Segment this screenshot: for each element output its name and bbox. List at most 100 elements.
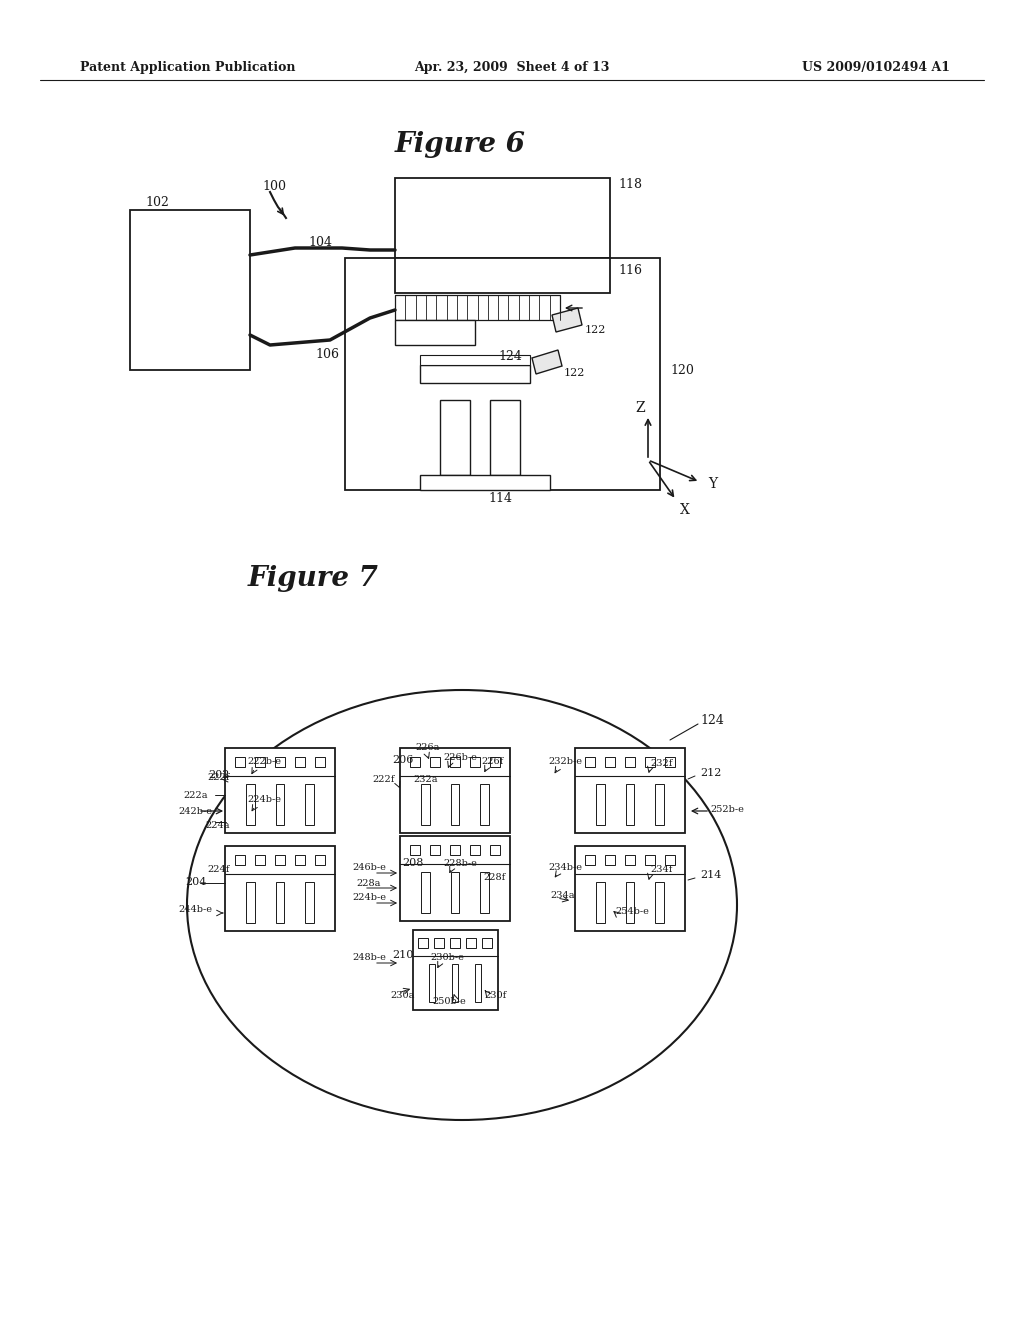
Bar xyxy=(645,756,655,767)
Text: 104: 104 xyxy=(308,235,332,248)
Text: 114: 114 xyxy=(488,491,512,504)
Bar xyxy=(625,756,635,767)
Bar xyxy=(225,747,335,833)
Bar xyxy=(275,756,285,767)
Text: 232b-e: 232b-e xyxy=(548,758,582,767)
Bar xyxy=(295,854,305,865)
Bar xyxy=(419,939,428,948)
Bar xyxy=(450,845,460,854)
Bar xyxy=(130,210,250,370)
Text: 222a: 222a xyxy=(183,791,208,800)
Bar xyxy=(585,854,595,865)
Text: Apr. 23, 2009  Sheet 4 of 13: Apr. 23, 2009 Sheet 4 of 13 xyxy=(415,62,609,74)
Text: 122: 122 xyxy=(564,368,586,378)
Text: 252b-e: 252b-e xyxy=(710,805,743,814)
Bar xyxy=(474,964,481,1002)
Text: 210: 210 xyxy=(392,950,414,960)
Text: 248b-e: 248b-e xyxy=(352,953,386,962)
Bar xyxy=(420,355,530,366)
Bar xyxy=(429,964,435,1002)
Bar xyxy=(395,257,610,293)
Text: 228a: 228a xyxy=(356,879,380,888)
Bar xyxy=(596,882,605,923)
Text: 102: 102 xyxy=(145,195,169,209)
Text: X: X xyxy=(680,503,690,517)
Text: 230a: 230a xyxy=(390,990,415,999)
Text: 222b-e: 222b-e xyxy=(247,758,281,767)
Text: 234f: 234f xyxy=(650,866,673,874)
Bar xyxy=(305,784,314,825)
Bar xyxy=(490,756,500,767)
Text: 232f: 232f xyxy=(650,759,673,767)
Bar xyxy=(420,475,550,490)
Text: 202: 202 xyxy=(208,770,229,780)
Bar xyxy=(400,836,510,920)
Bar xyxy=(395,294,560,319)
Bar xyxy=(234,854,245,865)
Text: 232a: 232a xyxy=(413,775,437,784)
Bar xyxy=(575,846,685,931)
Bar xyxy=(665,854,675,865)
Text: 206: 206 xyxy=(392,755,414,766)
Text: 224b-e: 224b-e xyxy=(352,894,386,903)
Bar xyxy=(605,756,615,767)
Text: Patent Application Publication: Patent Application Publication xyxy=(80,62,296,74)
Text: 116: 116 xyxy=(618,264,642,276)
Bar xyxy=(596,784,605,825)
Text: 122: 122 xyxy=(585,325,606,335)
Bar xyxy=(480,784,489,825)
Bar xyxy=(395,319,475,345)
Bar xyxy=(626,784,635,825)
Bar xyxy=(466,939,476,948)
Bar xyxy=(410,845,420,854)
Text: 226a: 226a xyxy=(415,742,439,751)
Text: Figure 7: Figure 7 xyxy=(248,565,379,591)
Text: 124: 124 xyxy=(498,351,522,363)
Text: 226f: 226f xyxy=(481,758,503,767)
Text: 214: 214 xyxy=(700,870,721,880)
Bar xyxy=(345,257,660,490)
Bar xyxy=(645,854,655,865)
Text: 222f: 222f xyxy=(373,776,395,784)
Ellipse shape xyxy=(187,690,737,1119)
Bar xyxy=(585,756,595,767)
Bar xyxy=(490,845,500,854)
Text: 222f: 222f xyxy=(208,774,230,783)
Bar xyxy=(450,939,460,948)
Bar xyxy=(275,882,285,923)
Bar xyxy=(470,756,480,767)
Bar xyxy=(315,756,325,767)
Bar xyxy=(452,964,459,1002)
Text: 224a: 224a xyxy=(206,821,230,829)
Text: 246b-e: 246b-e xyxy=(352,863,386,873)
Bar xyxy=(665,756,675,767)
Bar xyxy=(575,747,685,833)
Bar xyxy=(655,784,665,825)
Bar xyxy=(490,400,520,475)
Bar xyxy=(480,871,489,912)
Bar xyxy=(255,756,265,767)
Text: Figure 6: Figure 6 xyxy=(394,132,525,158)
Text: 204: 204 xyxy=(185,876,207,887)
Text: 254b-e: 254b-e xyxy=(615,908,649,916)
Text: 242b-e: 242b-e xyxy=(178,807,212,816)
Text: 244b-e: 244b-e xyxy=(178,906,212,915)
Text: 212: 212 xyxy=(700,768,721,777)
Bar xyxy=(305,882,314,923)
Bar xyxy=(234,756,245,767)
Text: Z: Z xyxy=(635,401,645,414)
Bar xyxy=(481,939,492,948)
Bar xyxy=(450,756,460,767)
Bar xyxy=(421,871,430,912)
Bar xyxy=(400,747,510,833)
Text: 226b-e: 226b-e xyxy=(443,754,477,763)
Bar xyxy=(420,366,530,383)
Text: 118: 118 xyxy=(618,178,642,191)
Text: 230f: 230f xyxy=(484,990,506,999)
Bar xyxy=(315,854,325,865)
Text: Y: Y xyxy=(708,477,717,491)
Bar xyxy=(430,756,440,767)
Text: 208: 208 xyxy=(402,858,423,869)
Bar xyxy=(434,939,444,948)
Bar xyxy=(295,756,305,767)
